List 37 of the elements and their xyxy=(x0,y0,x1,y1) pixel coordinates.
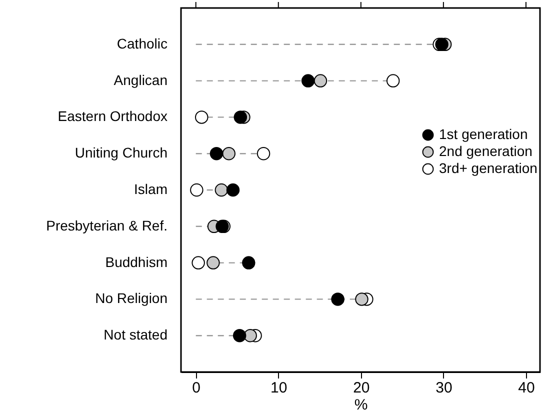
point xyxy=(190,183,204,197)
point xyxy=(192,256,205,270)
point xyxy=(234,110,248,124)
point xyxy=(210,146,224,160)
y-tick-label: Uniting Church xyxy=(74,144,168,161)
x-tick-label: 20 xyxy=(353,380,370,396)
y-tick-label: Buddhism xyxy=(105,254,168,270)
x-tick-label: 0 xyxy=(192,380,201,396)
point xyxy=(232,328,246,342)
point xyxy=(301,74,315,88)
y-tick-label: Anglican xyxy=(114,72,168,88)
point xyxy=(256,146,270,160)
point xyxy=(214,183,228,197)
point xyxy=(242,256,256,270)
point xyxy=(386,74,400,88)
point xyxy=(314,74,328,88)
point xyxy=(331,292,344,306)
point xyxy=(222,146,236,160)
point xyxy=(226,183,240,197)
point xyxy=(435,38,448,52)
y-tick-label: Not stated xyxy=(104,326,168,343)
x-tick-label: 40 xyxy=(518,380,535,396)
point xyxy=(355,292,368,306)
legend-label: 1st generation xyxy=(439,126,528,142)
y-tick-label: Catholic xyxy=(116,35,168,52)
y-tick-label: No Religion xyxy=(95,290,168,306)
y-tick-label: Eastern Orthodox xyxy=(58,108,168,124)
point xyxy=(195,110,208,124)
x-tick-label: 30 xyxy=(436,380,452,396)
x-tick-label: 10 xyxy=(270,380,288,396)
point xyxy=(206,256,220,270)
x-axis-title: % xyxy=(354,396,368,410)
point xyxy=(244,328,257,342)
y-tick-label: Presbyterian & Ref. xyxy=(46,217,168,234)
legend-label: 2nd generation xyxy=(439,143,532,159)
y-tick-label: Islam xyxy=(134,181,168,197)
legend-label: 3rd+ generation xyxy=(439,160,538,176)
